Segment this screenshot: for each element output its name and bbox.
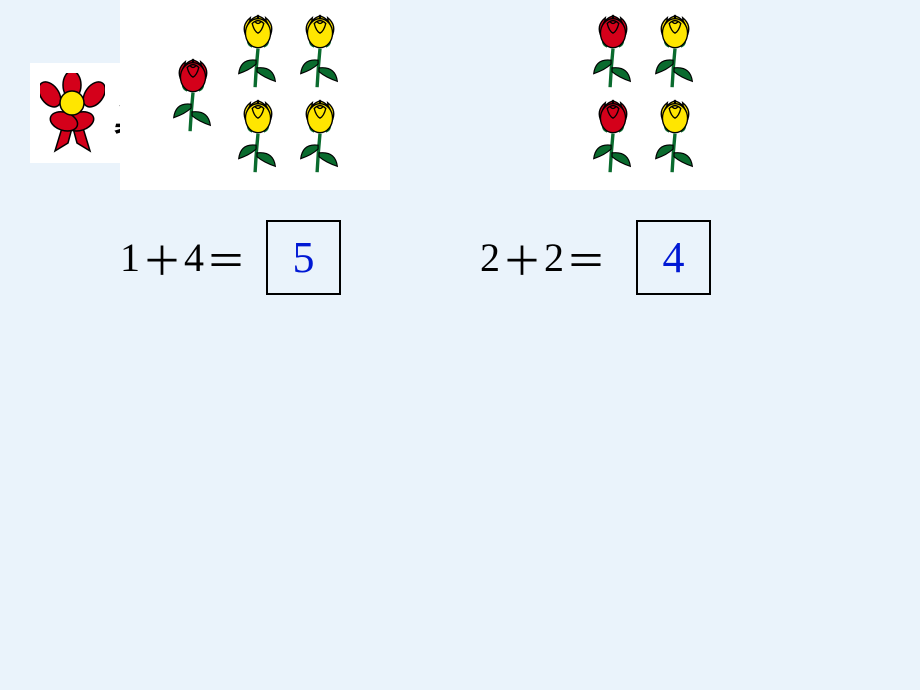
rose-red-icon [583, 95, 645, 180]
problem-2: 2 ＋ 2 ＝ 4 [485, 0, 740, 295]
operand-a: 2 [480, 234, 502, 281]
operand-b: 4 [184, 234, 206, 281]
rose-yellow-icon [228, 10, 290, 95]
operand-b: 2 [544, 234, 566, 281]
operator: ＋ [502, 229, 544, 287]
flower-illustration-1 [120, 0, 390, 190]
rose-red-icon [583, 10, 645, 95]
equals-sign: ＝ [206, 229, 248, 287]
rose-red-icon [158, 54, 228, 136]
problem-1: 1 ＋ 4 ＝ 5 [120, 0, 390, 295]
equation-2: 2 ＋ 2 ＝ 4 [480, 220, 740, 295]
operator: ＋ [142, 229, 184, 287]
flower-illustration-2 [550, 0, 740, 190]
rose-yellow-icon [290, 10, 352, 95]
equation-1: 1 ＋ 4 ＝ 5 [120, 220, 390, 295]
rose-yellow-icon [228, 95, 290, 180]
rose-yellow-icon [645, 95, 707, 180]
answer-box-1: 5 [266, 220, 341, 295]
rose-yellow-icon [645, 10, 707, 95]
rose-yellow-icon [290, 95, 352, 180]
operand-a: 1 [120, 234, 142, 281]
ribbon-badge-icon [40, 73, 105, 153]
answer-box-2: 4 [636, 220, 711, 295]
equals-sign: ＝ [566, 229, 608, 287]
